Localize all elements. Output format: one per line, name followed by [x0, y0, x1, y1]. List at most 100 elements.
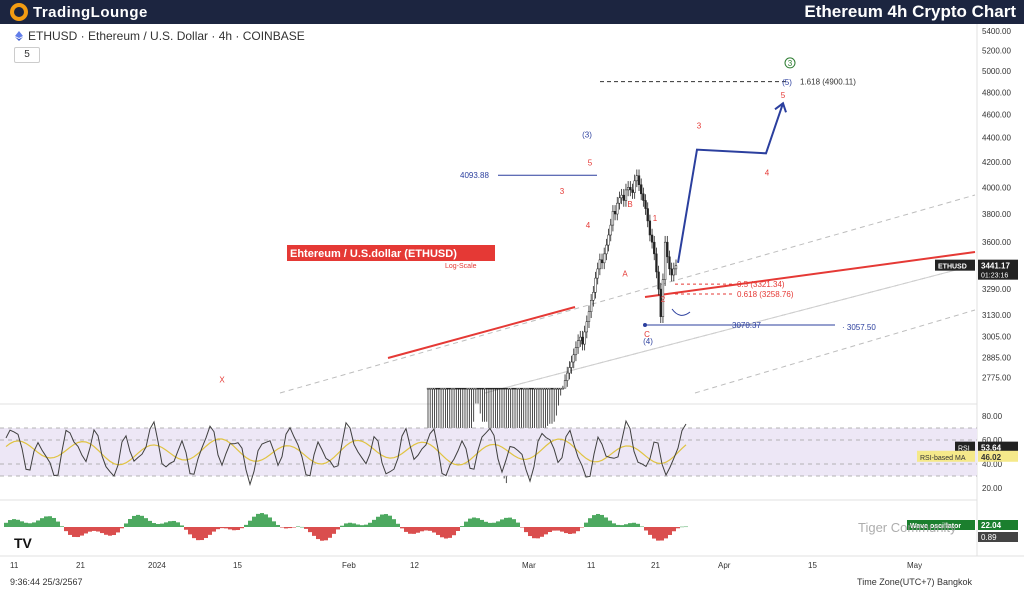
wave-osc-bar [428, 527, 432, 531]
candle [548, 387, 551, 390]
wave-osc-bar [68, 527, 72, 535]
wave-osc-bar [244, 524, 248, 527]
candle [670, 268, 673, 276]
rsi-tick-label: 80.00 [982, 412, 1003, 421]
wave-osc-bar [200, 527, 204, 541]
candle [535, 387, 538, 390]
wave-osc-bar [304, 527, 308, 529]
candle [498, 387, 501, 390]
price-tag-bg [935, 259, 975, 271]
wave-osc-bar [424, 527, 428, 531]
x-tick-label: 11 [587, 561, 596, 570]
wave-osc-bar [208, 527, 212, 535]
rsi-value-bg [978, 441, 1018, 453]
candle [611, 211, 615, 226]
wave-osc-bar [280, 527, 284, 528]
wave-osc-bar [532, 527, 536, 539]
wave-osc-bar [392, 519, 396, 527]
level-label: · 3057.50 [842, 323, 876, 332]
wave-label: 4 [586, 221, 591, 230]
wave-osc-bar [596, 513, 600, 527]
wave-osc-bar [116, 527, 120, 533]
candle [572, 354, 575, 363]
candle [566, 372, 569, 381]
brand-logo[interactable]: TradingLounge [10, 2, 148, 22]
candle [496, 387, 499, 390]
candle [444, 387, 447, 390]
wave-osc-bar [496, 521, 500, 527]
wave-osc-bar [128, 518, 132, 527]
candle [533, 387, 536, 390]
candle [644, 200, 647, 209]
wave-osc-bar [660, 527, 664, 541]
wave-osc-bar [360, 525, 364, 527]
wave-osc-bar [432, 527, 436, 533]
rsi-tag-bg [955, 441, 975, 453]
interval-badge[interactable]: 5 [14, 47, 40, 63]
wave-label: 2 [661, 295, 666, 304]
wave-osc-bar [648, 527, 652, 535]
wave-osc-bar [220, 527, 224, 529]
symbol-info[interactable]: ETHUSD · Ethereum / U.S. Dollar · 4h · C… [14, 29, 305, 43]
candle [466, 387, 469, 390]
candle [631, 189, 634, 193]
candle [624, 189, 628, 201]
candle [529, 387, 532, 390]
symbol-line: ETHUSD · Ethereum / U.S. Dollar · 4h · C… [28, 29, 305, 43]
candle [544, 387, 547, 390]
rsi-band [0, 428, 977, 476]
wave-osc-bar [260, 513, 264, 527]
candle [489, 387, 493, 390]
candle [470, 387, 473, 390]
wave-osc-bar [28, 523, 32, 527]
wave-osc-bar [192, 527, 196, 539]
wave-osc-bar [172, 520, 176, 527]
wave-osc-bar [604, 517, 608, 527]
projection-arrowhead [774, 101, 787, 113]
candle [500, 387, 504, 390]
candle [492, 387, 495, 390]
timezone-selector[interactable]: Time Zone(UTC+7) Bangkok [857, 577, 972, 587]
x-tick-label: 15 [808, 561, 817, 570]
candle [655, 253, 658, 273]
candle [511, 387, 514, 390]
wave-osc-bar [296, 526, 300, 527]
wave-osc-bar [252, 516, 256, 527]
wave-osc-bar [140, 515, 144, 527]
wave-osc-bar [320, 527, 324, 541]
wave-osc-bar [108, 527, 112, 536]
y-tick-label: 4600.00 [982, 111, 1011, 120]
wave-label: 1 [653, 214, 658, 223]
top-banner: TradingLounge Ethereum 4h Crypto Chart [0, 0, 1024, 24]
wave-osc-bar [368, 522, 372, 527]
candle [594, 277, 597, 293]
rsi-tick-label: 60.00 [982, 436, 1003, 445]
wave-osc-bar [248, 520, 252, 527]
x-tick-label: 12 [410, 561, 419, 570]
wave-osc-bar [452, 527, 456, 536]
y-tick-label: 4200.00 [982, 158, 1011, 167]
candle [457, 387, 460, 390]
wave-osc-bar [352, 523, 356, 527]
wave-osc-bar [544, 527, 548, 535]
wave-osc-bar [32, 522, 36, 527]
candle [663, 241, 667, 280]
wave-osc-bar [516, 522, 520, 527]
wave-osc-bar [672, 527, 676, 532]
wave-osc-bar [288, 527, 292, 529]
wave-osc-bar [16, 519, 20, 527]
wave-osc-bar [416, 527, 420, 533]
x-tick-label: 21 [651, 561, 660, 570]
wave-osc-bar [232, 527, 236, 531]
rsi-line [5, 419, 687, 487]
candle [476, 387, 480, 390]
brand-name: TradingLounge [33, 3, 148, 21]
candle [598, 259, 602, 270]
candle [433, 387, 436, 390]
wave-osc-bar [460, 526, 464, 527]
last-price: 3441.17 [981, 262, 1010, 271]
wave-osc-bar [336, 527, 340, 530]
level-marker [643, 323, 647, 328]
wave-osc-bar [396, 523, 400, 527]
